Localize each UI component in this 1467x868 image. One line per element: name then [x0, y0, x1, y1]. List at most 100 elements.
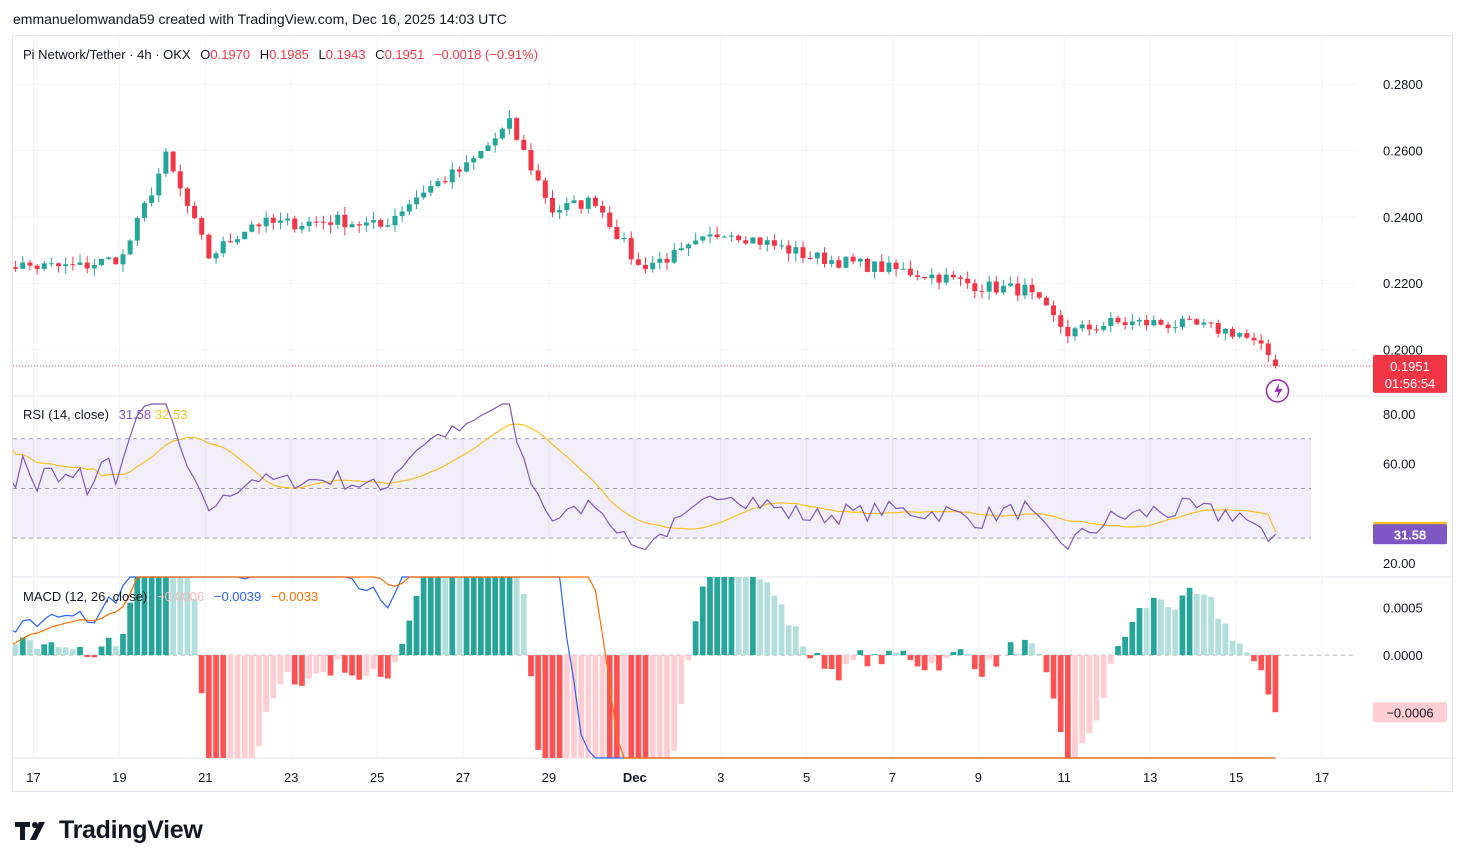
macd-histogram-bar	[549, 655, 556, 758]
symbol-label[interactable]: Pi Network/Tether · 4h · OKX	[23, 47, 191, 62]
macd-histogram-bar	[714, 577, 720, 656]
macd-histogram-bar	[1186, 587, 1193, 656]
macd-histogram-bar	[835, 655, 842, 681]
candle-body	[507, 118, 513, 129]
chart-canvas[interactable]: 0.2800 0.2600 0.2400 0.2200 0.2000 17 19 21 23 25…	[13, 36, 1454, 793]
macd-histogram-bar	[427, 577, 434, 656]
lightning-icon	[1274, 382, 1283, 399]
candle-body	[857, 258, 863, 262]
macd-histogram-bar	[800, 646, 806, 656]
candle-body	[635, 259, 641, 265]
candle-body	[13, 267, 19, 269]
candle-body	[678, 248, 684, 251]
macd-histogram-bar	[628, 655, 635, 758]
macd-histogram-bar	[1107, 655, 1114, 664]
candle-body	[1008, 283, 1014, 286]
macd-histogram-bar	[134, 577, 141, 656]
macd-histogram-bar	[792, 626, 799, 656]
macd-histogram-bar	[435, 577, 441, 656]
candle-body	[979, 291, 985, 293]
candle-body	[306, 221, 312, 226]
candle-body	[514, 118, 520, 140]
time-axis-tick: 9	[975, 770, 982, 785]
time-axis-tick: 11	[1058, 770, 1072, 785]
candle-body	[879, 261, 885, 272]
candle-body	[256, 224, 262, 227]
candle-body	[456, 169, 462, 172]
macd-histogram-bar	[77, 646, 83, 656]
macd-histogram-bar	[270, 655, 277, 699]
candle-body	[34, 265, 40, 269]
candle-body	[1215, 323, 1221, 334]
candle-body	[249, 224, 255, 232]
macd-histogram-bar	[48, 642, 55, 656]
candle-body	[1237, 333, 1243, 337]
candle-body	[1000, 285, 1006, 293]
macd-histogram-bar	[1165, 607, 1171, 656]
close-label: C	[375, 47, 385, 62]
macd-histogram-bar	[363, 655, 370, 677]
rsi-ma-line	[13, 423, 1277, 533]
rsi-label[interactable]: RSI (14, close)	[23, 407, 109, 422]
candle-body	[1036, 292, 1042, 298]
candle-body	[779, 245, 785, 247]
candle-body	[743, 240, 749, 244]
macd-histogram-bar	[721, 577, 728, 656]
macd-histogram-bar	[1122, 636, 1129, 656]
price-legend: Pi Network/Tether · 4h · OKX O0.1970 H0.…	[23, 47, 538, 62]
macd-hist-badge-text: −0.0006	[1386, 705, 1433, 720]
macd-histogram-bar	[664, 655, 670, 758]
macd-histogram-bar	[198, 655, 205, 694]
macd-histogram-bar	[313, 655, 320, 674]
candle-body	[1094, 329, 1100, 331]
candle-body	[957, 277, 964, 279]
candle-body	[836, 260, 842, 268]
candle-body	[714, 234, 720, 238]
rsi-line	[13, 403, 1276, 551]
macd-histogram-bar	[1179, 595, 1186, 656]
candle-body	[592, 197, 598, 206]
macd-legend: MACD (12, 26, close) −0.0006 −0.0039 −0.…	[23, 589, 318, 604]
macd-histogram-bar	[642, 655, 649, 758]
macd-histogram-bar	[678, 655, 685, 704]
time-axis-tick: 17	[26, 770, 40, 785]
time-axis-tick: 25	[370, 770, 384, 785]
candle-body	[542, 180, 548, 198]
candle-body	[235, 239, 241, 243]
candle-body	[571, 200, 577, 204]
candle-body	[643, 264, 649, 270]
candle-body	[707, 234, 713, 237]
macd-histogram-bar	[578, 655, 584, 758]
candle-body	[421, 192, 427, 198]
macd-histogram-bar	[1272, 655, 1279, 713]
macd-histogram-bar	[893, 652, 899, 656]
candle-body	[263, 217, 269, 227]
high-label: H	[259, 47, 270, 62]
macd-histogram-bar	[814, 652, 821, 656]
candle-body	[721, 236, 727, 238]
candle-body	[492, 138, 498, 146]
candle-body	[621, 237, 627, 240]
macd-histogram-bar	[406, 620, 413, 656]
macd-histogram-bar	[1072, 655, 1078, 758]
price-axis-tick: 0.2200	[1383, 276, 1423, 291]
macd-histogram-bar	[120, 633, 126, 656]
candle-body	[1072, 328, 1078, 337]
candle-body	[671, 250, 677, 263]
macd-histogram-bar	[757, 579, 763, 656]
macd-label[interactable]: MACD (12, 26, close)	[23, 589, 148, 604]
rsi-legend: RSI (14, close) 31.58 32.53	[23, 407, 187, 422]
candle-body	[1079, 324, 1085, 329]
candle-body	[1051, 305, 1057, 316]
macd-histogram-bar	[420, 577, 427, 656]
macd-histogram-bar	[478, 577, 484, 656]
candle-body	[1187, 318, 1193, 320]
candle-body	[113, 257, 119, 265]
macd-histogram-bar	[291, 655, 298, 685]
candle-body	[1194, 319, 1200, 325]
macd-histogram-bar	[334, 655, 341, 660]
macd-histogram-bar	[986, 655, 993, 660]
time-axis-tick: Dec	[623, 770, 647, 785]
macd-histogram-bar	[685, 655, 692, 661]
macd-histogram-bar	[234, 655, 241, 758]
